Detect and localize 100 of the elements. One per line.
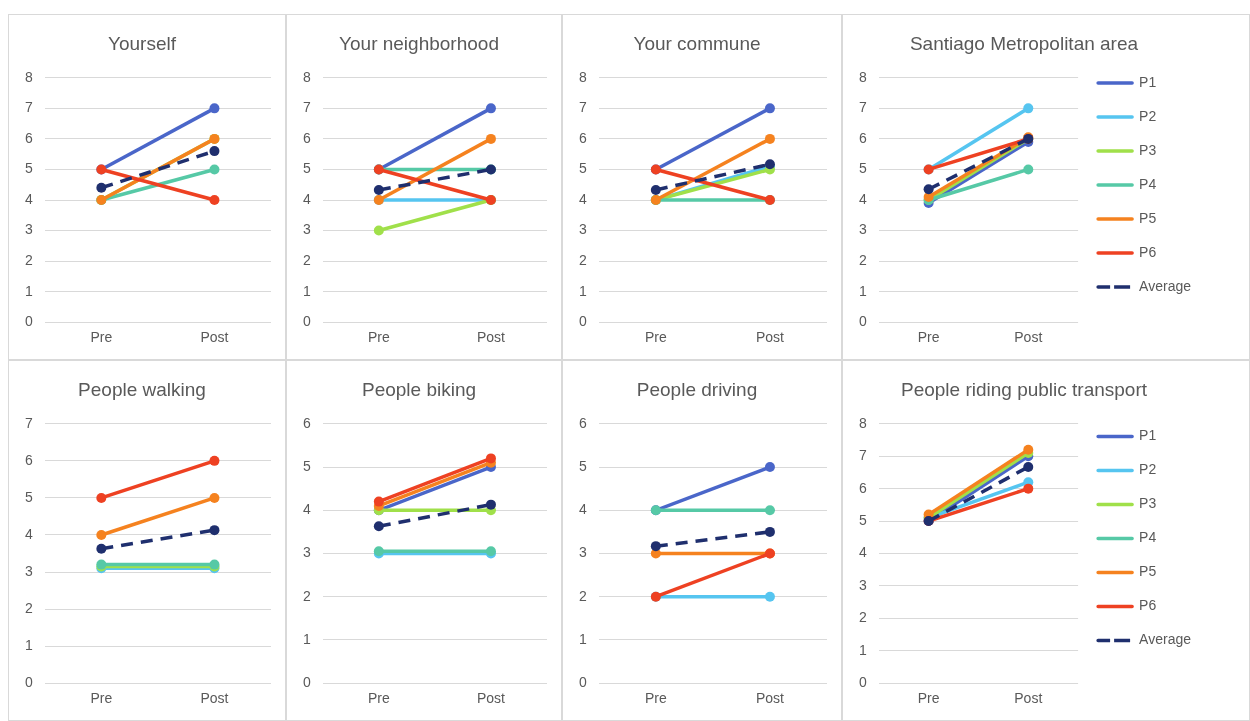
chart-title: People riding public transport	[900, 378, 1148, 400]
y-tick-label: 6	[578, 414, 587, 431]
y-tick-label: 7	[858, 99, 867, 116]
y-tick-label: 1	[858, 282, 867, 299]
y-tick-label: 6	[302, 129, 311, 146]
x-tick-label: Pre	[917, 329, 940, 346]
y-tick-label: 2	[24, 251, 33, 268]
y-tick-label: 4	[858, 190, 867, 207]
y-tick-label: 8	[24, 68, 33, 85]
y-tick-label: 1	[578, 630, 587, 647]
y-tick-label: 2	[24, 599, 33, 616]
x-tick-label: Pre	[644, 329, 667, 346]
y-tick-label: 6	[24, 451, 33, 468]
y-tick-label: 4	[578, 190, 587, 207]
y-tick-label: 1	[302, 630, 311, 647]
y-tick-label: 8	[302, 68, 311, 85]
y-tick-label: 4	[24, 525, 33, 542]
y-tick-label: 2	[858, 251, 867, 268]
x-tick-label: Post	[200, 690, 229, 707]
y-tick-label: 6	[24, 129, 33, 146]
y-tick-label: 6	[858, 479, 867, 496]
legend-label: Average	[1139, 277, 1192, 294]
y-tick-label: 1	[302, 282, 311, 299]
chart-title: People driving	[636, 378, 758, 400]
legend-label: P6	[1139, 597, 1157, 614]
y-tick-label: 7	[858, 447, 867, 464]
y-tick-label: 6	[578, 129, 587, 146]
chart-title: Yourself	[108, 32, 177, 54]
y-tick-label: 1	[578, 282, 587, 299]
x-tick-label: Pre	[90, 690, 113, 707]
y-tick-label: 2	[578, 587, 587, 604]
y-tick-label: 2	[858, 609, 867, 626]
x-tick-label: Pre	[367, 690, 390, 707]
y-tick-label: 4	[302, 501, 311, 518]
y-tick-label: 3	[858, 576, 867, 593]
y-tick-label: 4	[24, 190, 33, 207]
legend-label: P6	[1139, 243, 1157, 260]
y-tick-label: 8	[858, 414, 867, 431]
y-tick-label: 6	[302, 414, 311, 431]
y-tick-label: 3	[24, 562, 33, 579]
y-tick-label: 3	[578, 221, 587, 238]
y-tick-label: 3	[24, 221, 33, 238]
chart-title: People walking	[78, 378, 206, 400]
x-tick-label: Post	[755, 329, 785, 346]
legend-label: P3	[1139, 141, 1157, 158]
x-tick-label: Pre	[644, 690, 667, 707]
y-tick-label: 4	[578, 501, 587, 518]
y-tick-label: 4	[302, 190, 311, 207]
y-tick-label: 7	[24, 99, 33, 116]
y-tick-label: 0	[578, 313, 587, 330]
y-tick-label: 3	[302, 221, 311, 238]
y-tick-label: 5	[578, 457, 587, 474]
y-tick-label: 7	[24, 414, 33, 431]
y-tick-label: 8	[578, 68, 587, 85]
y-tick-label: 5	[578, 160, 587, 177]
y-tick-label: 0	[24, 313, 33, 330]
y-tick-label: 5	[302, 457, 311, 474]
legend-label: P3	[1139, 495, 1157, 512]
y-tick-label: 0	[302, 674, 311, 691]
legend-label: P4	[1139, 175, 1157, 192]
x-tick-label: Post	[755, 690, 785, 707]
y-tick-label: 5	[858, 511, 867, 528]
y-tick-label: 6	[858, 129, 867, 146]
y-tick-label: 3	[858, 221, 867, 238]
y-tick-label: 0	[578, 674, 587, 691]
chart-title: Your neighborhood	[339, 32, 499, 54]
x-tick-label: Post	[1014, 690, 1043, 707]
legend-label: P4	[1139, 529, 1157, 546]
legend-label: Average	[1139, 631, 1192, 648]
x-tick-label: Pre	[90, 329, 113, 346]
y-tick-label: 0	[858, 313, 867, 330]
chart-title: People biking	[361, 378, 477, 400]
y-tick-label: 7	[578, 99, 587, 116]
legend-label: P5	[1139, 209, 1157, 226]
chart-title: Santiago Metropolitan area	[909, 32, 1139, 54]
y-tick-label: 1	[24, 282, 33, 299]
legend-label: P1	[1139, 427, 1157, 444]
x-tick-label: Pre	[367, 329, 390, 346]
x-tick-label: Pre	[917, 690, 940, 707]
y-tick-label: 3	[578, 544, 587, 561]
y-tick-label: 2	[302, 587, 311, 604]
legend-label: P5	[1139, 563, 1157, 580]
y-tick-label: 1	[858, 641, 867, 658]
y-tick-label: 2	[302, 251, 311, 268]
y-tick-label: 8	[858, 68, 867, 85]
x-tick-label: Post	[1014, 329, 1043, 346]
y-tick-label: 2	[578, 251, 587, 268]
y-tick-label: 5	[858, 160, 867, 177]
y-tick-label: 0	[858, 674, 867, 691]
y-tick-label: 4	[858, 544, 867, 561]
x-tick-label: Post	[476, 690, 506, 707]
y-tick-label: 0	[302, 313, 311, 330]
y-tick-label: 3	[302, 544, 311, 561]
y-tick-label: 5	[24, 488, 33, 505]
legend-label: P2	[1139, 107, 1157, 124]
y-tick-label: 1	[24, 637, 33, 653]
y-tick-label: 7	[302, 99, 311, 116]
y-tick-label: 5	[302, 160, 311, 177]
y-tick-label: 0	[24, 674, 33, 691]
legend-label: P1	[1139, 73, 1157, 90]
